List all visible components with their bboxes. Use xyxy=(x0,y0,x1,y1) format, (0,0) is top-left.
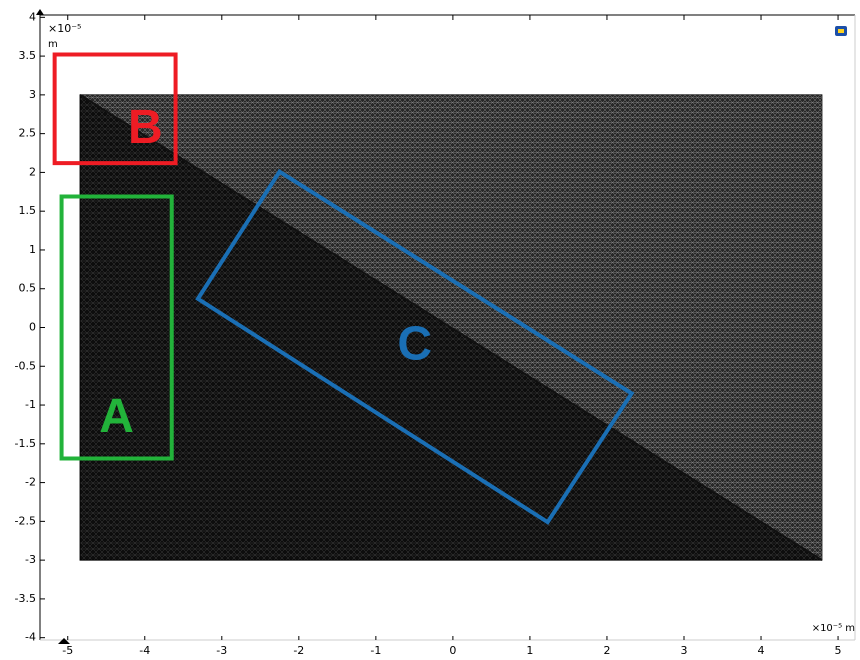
y-tick-label: 0 xyxy=(29,321,36,334)
x-tick-label: 5 xyxy=(835,644,842,657)
y-tick-label: 2 xyxy=(29,165,36,178)
x-tick-label: -2 xyxy=(293,644,304,657)
y-unit: m xyxy=(48,39,58,50)
y-tick-label: -1.5 xyxy=(15,437,36,450)
annotation-label: C xyxy=(397,318,432,371)
y-tick-label: 3 xyxy=(29,88,36,101)
annotation-label: B xyxy=(128,101,163,154)
y-tick-label: -4 xyxy=(25,631,36,644)
y-tick-label: 2.5 xyxy=(19,127,37,140)
y-tick-label: 1 xyxy=(29,243,36,256)
x-tick-label: 3 xyxy=(680,644,687,657)
page: {"chart_data": { "type": "mesh", "x_scal… xyxy=(0,0,860,660)
y-tick-label: -2 xyxy=(25,476,36,489)
x-tick-label: -1 xyxy=(370,644,381,657)
x-tick-label: -5 xyxy=(62,644,73,657)
y-tick-label: -1 xyxy=(25,398,36,411)
y-tick-label: 1.5 xyxy=(19,204,37,217)
x-tick-label: -4 xyxy=(139,644,150,657)
x-tick-label: 2 xyxy=(603,644,610,657)
plot-area xyxy=(80,95,822,560)
view-icon[interactable] xyxy=(835,26,847,36)
x-tick-label: 0 xyxy=(449,644,456,657)
x-tick-label: 4 xyxy=(758,644,765,657)
y-tick-label: -0.5 xyxy=(15,359,36,372)
y-tick-label: -2.5 xyxy=(15,514,36,527)
x-scale: ×10⁻⁵ m xyxy=(812,623,855,634)
chart: ×10⁻⁵ m ×10⁻⁵ m -5 -4 -3 -2 -1 0 1 2 3 4 5 4 3.5 3 2.5… xyxy=(0,0,860,660)
y-tick-label: 0.5 xyxy=(19,282,37,295)
y-tick-label: -3 xyxy=(25,553,36,566)
y-tick-label: 3.5 xyxy=(19,49,37,62)
x-tick-label: -3 xyxy=(216,644,227,657)
y-tick-label: -3.5 xyxy=(15,592,36,605)
annotation-label: A xyxy=(99,390,134,443)
axis-arrow xyxy=(36,9,44,15)
x-tick-label: 1 xyxy=(526,644,533,657)
y-tick-label: 4 xyxy=(29,10,36,23)
y-scale: ×10⁻⁵ xyxy=(48,22,81,35)
